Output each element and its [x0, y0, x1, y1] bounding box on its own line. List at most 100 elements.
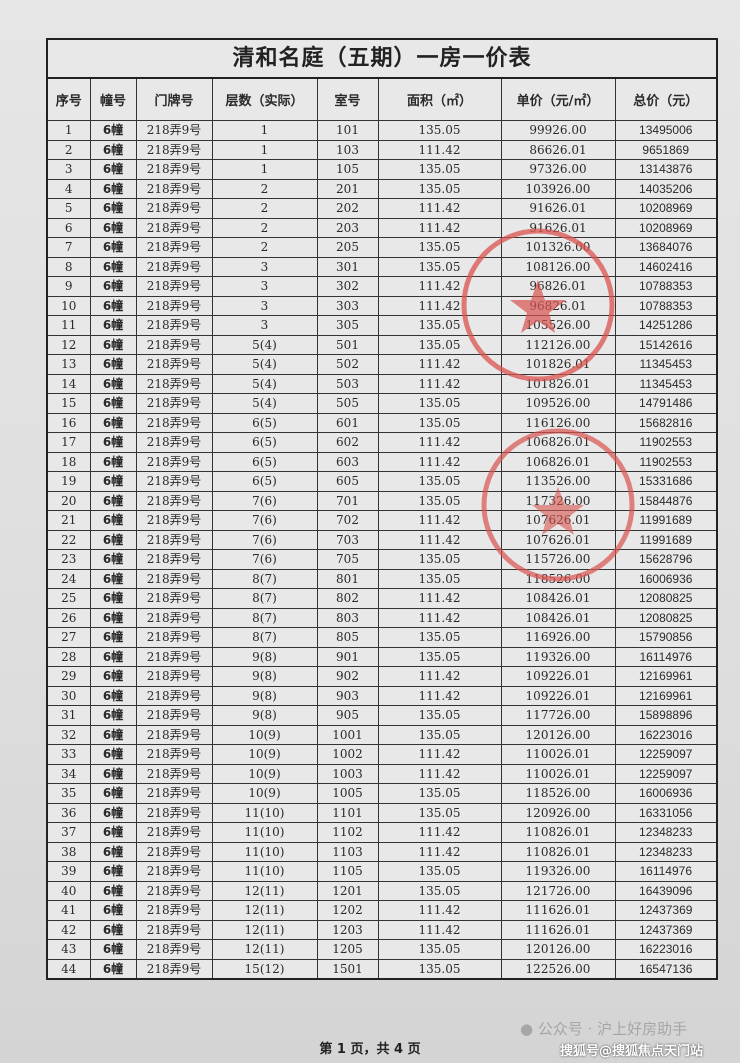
table-row: 43 6幢 218弄9号 12(11) 1205 135.05 120126.00 16223… — [48, 939, 716, 960]
cell-seq: 23 — [48, 549, 91, 570]
cell-floor: 10(9) — [211, 724, 318, 745]
cell-unit-price: 108426.01 — [500, 607, 616, 628]
cell-building: 6幢 — [89, 159, 137, 180]
cell-floor: 12(11) — [211, 880, 318, 901]
cell-unit-price: 120926.00 — [500, 802, 616, 823]
table-row: 44 6幢 218弄9号 15(12) 1501 135.05 122526.00 16547… — [48, 958, 716, 978]
cell-seq: 24 — [48, 568, 91, 589]
cell-total-price: 16114976 — [614, 646, 716, 667]
cell-door-number: 218弄9号 — [135, 549, 213, 570]
cell-door-number: 218弄9号 — [135, 393, 213, 414]
cell-building: 6幢 — [89, 744, 137, 765]
cell-seq: 4 — [48, 178, 91, 199]
cell-room: 101 — [316, 120, 379, 141]
cell-building: 6幢 — [89, 880, 137, 901]
cell-unit-price: 86626.01 — [500, 139, 616, 160]
cell-area: 135.05 — [377, 783, 502, 804]
cell-total-price: 15844876 — [614, 490, 716, 511]
cell-building: 6幢 — [89, 393, 137, 414]
cell-floor: 12(11) — [211, 939, 318, 960]
cell-building: 6幢 — [89, 646, 137, 667]
cell-floor: 3 — [211, 256, 318, 277]
cell-total-price: 16331056 — [614, 802, 716, 823]
cell-room: 103 — [316, 139, 379, 160]
cell-total-price: 14251286 — [614, 315, 716, 336]
table-row: 27 6幢 218弄9号 8(7) 805 135.05 116926.00 15790856 — [48, 627, 716, 648]
cell-total-price: 16223016 — [614, 724, 716, 745]
cell-total-price: 13143876 — [614, 159, 716, 180]
cell-floor: 6(5) — [211, 432, 318, 453]
cell-floor: 12(11) — [211, 900, 318, 921]
cell-area: 111.42 — [377, 919, 502, 940]
cell-building: 6幢 — [89, 256, 137, 277]
cell-floor: 10(9) — [211, 763, 318, 784]
cell-building: 6幢 — [89, 763, 137, 784]
cell-room: 1201 — [316, 880, 379, 901]
cell-seq: 27 — [48, 627, 91, 648]
cell-seq: 2 — [48, 139, 91, 160]
cell-unit-price: 122526.00 — [500, 958, 616, 978]
cell-building: 6幢 — [89, 841, 137, 862]
cell-floor: 11(10) — [211, 822, 318, 843]
cell-area: 135.05 — [377, 471, 502, 492]
cell-seq: 39 — [48, 861, 91, 882]
cell-building: 6幢 — [89, 510, 137, 531]
cell-door-number: 218弄9号 — [135, 666, 213, 687]
cell-area: 135.05 — [377, 159, 502, 180]
cell-floor: 6(5) — [211, 412, 318, 433]
price-table-sheet: 清和名庭（五期）一房一价表 序号 幢号 门牌号 层数（实际） 室号 面积（㎡） 单价（元/㎡… — [46, 38, 718, 980]
cell-area: 111.42 — [377, 432, 502, 453]
cell-room: 603 — [316, 451, 379, 472]
cell-seq: 13 — [48, 354, 91, 375]
cell-total-price: 9651869 — [614, 139, 716, 160]
cell-seq: 12 — [48, 334, 91, 355]
cell-room: 1101 — [316, 802, 379, 823]
cell-seq: 3 — [48, 159, 91, 180]
cell-building: 6幢 — [89, 666, 137, 687]
table-row: 15 6幢 218弄9号 5(4) 505 135.05 109526.00 14791486 — [48, 393, 716, 414]
table-row: 40 6幢 218弄9号 12(11) 1201 135.05 121726.00 16439… — [48, 880, 716, 901]
cell-door-number: 218弄9号 — [135, 178, 213, 199]
cell-building: 6幢 — [89, 217, 137, 238]
cell-building: 6幢 — [89, 958, 137, 978]
cell-building: 6幢 — [89, 334, 137, 355]
cell-door-number: 218弄9号 — [135, 802, 213, 823]
cell-area: 135.05 — [377, 393, 502, 414]
cell-door-number: 218弄9号 — [135, 744, 213, 765]
cell-seq: 32 — [48, 724, 91, 745]
cell-seq: 11 — [48, 315, 91, 336]
cell-building: 6幢 — [89, 471, 137, 492]
cell-seq: 38 — [48, 841, 91, 862]
cell-total-price: 14035206 — [614, 178, 716, 199]
cell-total-price: 12437369 — [614, 919, 716, 940]
cell-seq: 41 — [48, 900, 91, 921]
cell-room: 805 — [316, 627, 379, 648]
table-row: 30 6幢 218弄9号 9(8) 903 111.42 109226.01 12169961 — [48, 685, 716, 706]
cell-seq: 6 — [48, 217, 91, 238]
cell-total-price: 13495006 — [614, 120, 716, 141]
cell-door-number: 218弄9号 — [135, 607, 213, 628]
table-row: 18 6幢 218弄9号 6(5) 603 111.42 106826.01 11902553 — [48, 451, 716, 472]
cell-total-price: 11345453 — [614, 373, 716, 394]
cell-room: 105 — [316, 159, 379, 180]
cell-area: 111.42 — [377, 276, 502, 297]
cell-room: 703 — [316, 529, 379, 550]
cell-seq: 33 — [48, 744, 91, 765]
cell-building: 6幢 — [89, 705, 137, 726]
table-row: 10 6幢 218弄9号 3 303 111.42 96826.01 10788353 — [48, 295, 716, 316]
table-row: 13 6幢 218弄9号 5(4) 502 111.42 101826.01 11345453 — [48, 354, 716, 375]
cell-room: 1105 — [316, 861, 379, 882]
table-row: 25 6幢 218弄9号 8(7) 802 111.42 108426.01 12080825 — [48, 588, 716, 609]
cell-seq: 10 — [48, 295, 91, 316]
table-row: 21 6幢 218弄9号 7(6) 702 111.42 107626.01 11991689 — [48, 510, 716, 531]
cell-total-price: 13684076 — [614, 237, 716, 258]
cell-door-number: 218弄9号 — [135, 919, 213, 940]
cell-area: 111.42 — [377, 763, 502, 784]
cell-total-price: 16439096 — [614, 880, 716, 901]
cell-unit-price: 109226.01 — [500, 685, 616, 706]
cell-unit-price: 96826.01 — [500, 295, 616, 316]
cell-building: 6幢 — [89, 529, 137, 550]
cell-room: 302 — [316, 276, 379, 297]
cell-building: 6幢 — [89, 568, 137, 589]
